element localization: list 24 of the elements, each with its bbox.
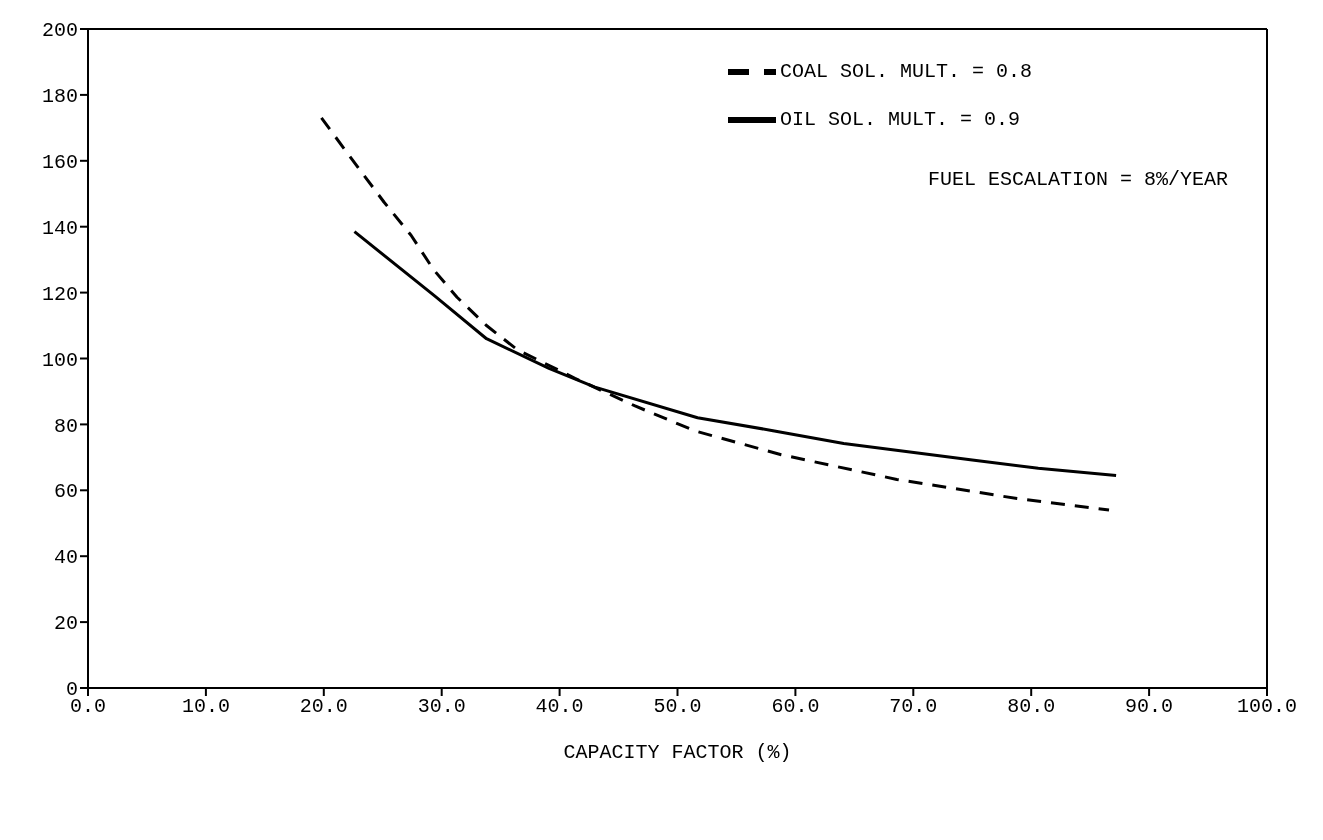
x-tick-label: 100.0 [1236,695,1298,719]
y-tick-label: 180 [41,85,78,108]
x-tick-label: 40.0 [535,695,584,719]
y-tick-label: 140 [41,216,78,240]
x-tick-label: 80.0 [1007,695,1056,719]
y-tick-label: 160 [41,150,78,174]
legend-label: OIL SOL. MULT. = 0.9 [780,108,1021,132]
x-tick-label: 30.0 [417,695,466,719]
y-tick-label: 200 [41,19,78,43]
y-tick-label: 80 [53,414,78,438]
legend-label: COAL SOL. MULT. = 0.8 [780,60,1033,84]
x-axis-title: CAPACITY FACTOR (%) [563,741,792,764]
y-tick-label: 60 [53,480,78,504]
annotation: FUEL ESCALATION = 8%/YEAR [927,168,1228,191]
x-tick-label: 20.0 [299,695,348,719]
x-tick-label: 90.0 [1125,695,1174,719]
y-tick-label: 20 [53,612,78,636]
x-tick-label: 60.0 [771,695,820,719]
y-tick-label: 100 [41,348,78,372]
y-tick-label: 120 [41,282,78,306]
x-tick-label: 70.0 [889,695,938,719]
y-tick-label: 40 [53,546,78,570]
x-tick-label: 50.0 [653,695,702,719]
x-tick-label: 10.0 [181,695,230,719]
